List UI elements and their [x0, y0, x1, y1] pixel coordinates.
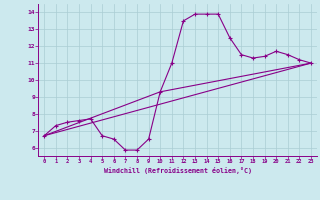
- X-axis label: Windchill (Refroidissement éolien,°C): Windchill (Refroidissement éolien,°C): [104, 167, 252, 174]
